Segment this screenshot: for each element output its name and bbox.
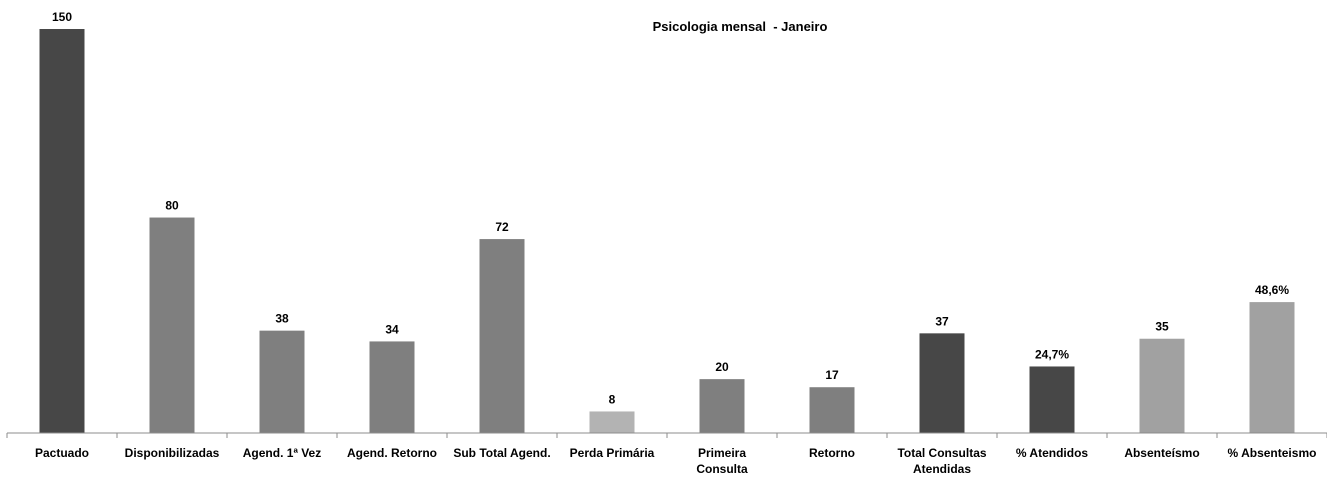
category-label: Disponibilizadas: [125, 446, 220, 460]
data-label: 38: [275, 312, 289, 326]
category-label: Perda Primária: [570, 446, 655, 460]
bar: [259, 330, 305, 433]
bar: [699, 379, 745, 433]
bar: [589, 411, 635, 433]
category-label: Retorno: [809, 446, 855, 460]
bar: [39, 29, 85, 433]
data-label: 37: [935, 314, 949, 328]
bar: [369, 341, 415, 433]
category-label: Total Consultas Atendidas: [897, 446, 986, 476]
data-label: 8: [609, 392, 616, 406]
data-label: 34: [385, 322, 399, 336]
data-label: 20: [715, 360, 729, 374]
data-label: 17: [825, 368, 839, 382]
bar: [479, 239, 525, 433]
category-label: % Absenteismo: [1228, 446, 1317, 460]
data-label: 48,6%: [1255, 283, 1289, 297]
x-axis-ticks: [6, 433, 1327, 438]
data-label: 35: [1155, 320, 1169, 334]
category-label: % Atendidos: [1016, 446, 1089, 460]
category-label: Agend. 1ª Vez: [243, 446, 321, 460]
category-labels: Pactuado Disponibilizadas Agend. 1ª Vez Age…: [35, 446, 1316, 476]
bar: [149, 217, 195, 433]
bar: [1029, 366, 1075, 433]
category-label: Sub Total Agend.: [453, 446, 550, 460]
data-label: 80: [165, 199, 179, 213]
category-label: Absenteísmo: [1124, 446, 1199, 460]
bar: [919, 333, 965, 433]
value-labels: 150 80 38 34 72 8 20 17 37 24,7% 35 48,6%: [52, 10, 1289, 406]
data-label: 24,7%: [1035, 347, 1069, 361]
category-label: Agend. Retorno: [347, 446, 437, 460]
category-label: Pactuado: [35, 446, 89, 460]
bar: [1249, 302, 1295, 433]
chart-title: Psicologia mensal - Janeiro: [653, 19, 828, 34]
bar: [1139, 338, 1185, 433]
bar: [809, 387, 855, 433]
category-label: Primeira Consulta: [696, 446, 748, 476]
data-label: 150: [52, 10, 72, 24]
bars: [39, 29, 1295, 433]
data-label: 72: [495, 220, 509, 234]
